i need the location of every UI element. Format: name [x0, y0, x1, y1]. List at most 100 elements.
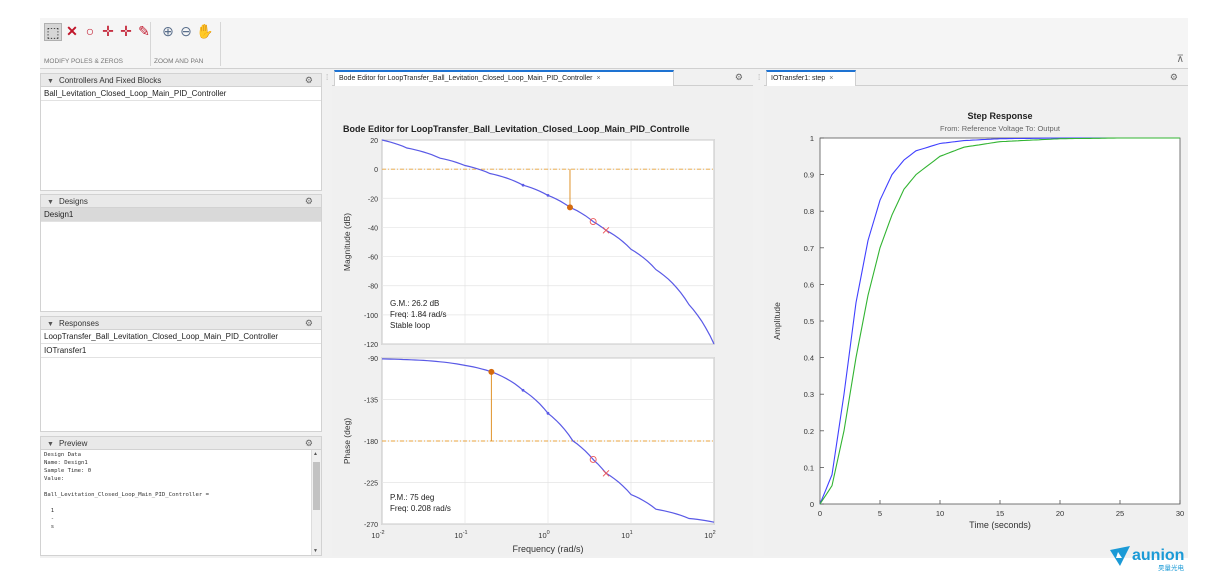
phase-ytick-label: -90: [368, 356, 378, 363]
step-xtick-label: 30: [1176, 509, 1184, 518]
magnitude-ytick-label: -20: [368, 196, 378, 203]
chevron-down-icon: ▼: [47, 441, 54, 448]
phase-ytick-label: -135: [364, 398, 378, 405]
chevron-down-icon: ▼: [47, 78, 54, 85]
gear-icon[interactable]: ⚙: [304, 318, 313, 328]
drag-grip-icon[interactable]: ⁞: [758, 73, 761, 82]
magnitude-ytick-label: -120: [364, 342, 378, 349]
tab-label: Bode Editor for LoopTransfer_Ball_Levita…: [339, 75, 593, 82]
step-xlabel: Time (seconds): [969, 520, 1031, 530]
magnitude-design-point: [546, 193, 550, 197]
close-icon[interactable]: ×: [829, 75, 834, 82]
responses-title: Responses: [58, 319, 99, 328]
preview-text: Design Data Name: Design1 Sample Time: 0…: [44, 452, 210, 530]
designs-list: Design1: [40, 208, 322, 312]
chevron-down-icon: ▼: [47, 199, 54, 206]
magnitude-margin-marker: [566, 204, 573, 211]
phase-ytick-label: -180: [364, 439, 378, 446]
magnitude-margin-note: G.M.: 26.2 dB: [390, 299, 439, 308]
phase-pole-marker: [602, 469, 610, 477]
gear-icon[interactable]: ⚙: [304, 196, 313, 206]
designs-header[interactable]: ▼ Designs ⚙: [40, 194, 322, 208]
scroll-thumb[interactable]: [313, 462, 320, 510]
scroll-down-icon[interactable]: ▼: [313, 548, 318, 554]
close-icon[interactable]: ×: [596, 75, 601, 82]
phase-design-point: [546, 411, 550, 415]
eraser-icon[interactable]: ✎: [138, 23, 150, 39]
bode-title: Bode Editor for LoopTransfer_Ball_Levita…: [343, 124, 690, 134]
step-ytick-label: 0.8: [804, 207, 814, 216]
tab-bode-editor[interactable]: Bode Editor for LoopTransfer_Ball_Levita…: [334, 70, 674, 86]
gear-icon[interactable]: ⚙: [304, 438, 313, 448]
control-system-designer-window: ⬚ ✕ ○ ✛ ✛ ✎ MODIFY POLES & ZEROS ⊕ ⊖ ✋ Z…: [40, 18, 1188, 558]
preview-header[interactable]: ▼ Preview ⚙: [40, 436, 322, 450]
responses-header[interactable]: ▼ Responses ⚙: [40, 316, 322, 330]
step-title: Step Response: [967, 111, 1032, 121]
list-item[interactable]: Ball_Levitation_Closed_Loop_Main_PID_Con…: [41, 87, 321, 101]
group-label-modify: MODIFY POLES & ZEROS: [44, 58, 123, 65]
phase-ylabel: Phase (deg): [342, 418, 352, 464]
magnitude-ylabel: Magnitude (dB): [342, 213, 352, 271]
step-subtitle: From: Reference Voltage To: Output: [940, 124, 1061, 133]
step-xtick-label: 15: [996, 509, 1004, 518]
bode-tabbar: Bode Editor for LoopTransfer_Ball_Levita…: [332, 70, 753, 86]
step-tabbar: IOTransfer1: step × ⚙: [764, 70, 1188, 86]
bode-xtick-label: 101: [621, 530, 632, 540]
magnitude-pole-marker: [602, 227, 610, 234]
step-ylabel: Amplitude: [772, 302, 782, 340]
phase-ytick-label: -270: [364, 522, 378, 529]
magnitude-ytick-label: -60: [368, 255, 378, 262]
step-xtick-label: 10: [936, 509, 944, 518]
phase-margin-note: P.M.: 75 deg: [390, 493, 434, 502]
bode-xtick-label: 102: [704, 530, 715, 540]
aunion-logo: aunion 昊量光电: [1108, 544, 1208, 572]
chevron-down-icon: ▼: [47, 321, 54, 328]
group-separator: [220, 22, 221, 66]
bode-xtick-label: 10-1: [454, 530, 467, 540]
gear-icon[interactable]: ⚙: [304, 75, 313, 85]
step-ytick-label: 1: [810, 134, 814, 143]
list-item[interactable]: Design1: [41, 208, 321, 222]
step-plot[interactable]: Step Response From: Reference Voltage To:…: [764, 86, 1188, 556]
magnitude-ytick-label: -40: [368, 225, 378, 232]
step-xtick-label: 20: [1056, 509, 1064, 518]
magnitude-ytick-label: 0: [374, 167, 378, 174]
tab-step[interactable]: IOTransfer1: step ×: [766, 70, 856, 86]
step-xtick-label: 5: [878, 509, 882, 518]
step-xtick-label: 25: [1116, 509, 1124, 518]
magnitude-design-point: [521, 183, 525, 187]
add-pole-icon[interactable]: ✛: [102, 23, 114, 39]
toolstrip: ⬚ ✕ ○ ✛ ✛ ✎ MODIFY POLES & ZEROS ⊕ ⊖ ✋ Z…: [40, 18, 1188, 69]
scroll-up-icon[interactable]: ▲: [313, 451, 318, 457]
controllers-list: Ball_Levitation_Closed_Loop_Main_PID_Con…: [40, 87, 322, 191]
list-item[interactable]: LoopTransfer_Ball_Levitation_Closed_Loop…: [41, 330, 321, 344]
step-ytick-label: 0: [810, 500, 814, 509]
zoom-out-icon[interactable]: ⊖: [180, 23, 192, 39]
gear-icon[interactable]: ⚙: [734, 72, 743, 82]
pan-hand-icon[interactable]: ✋: [196, 23, 214, 39]
delete-x-icon[interactable]: ✕: [66, 23, 78, 39]
bode-plot[interactable]: Bode Editor for LoopTransfer_Ball_Levita…: [332, 86, 753, 556]
bode-xlabel: Frequency (rad/s): [512, 544, 583, 554]
magnitude-margin-note: Stable loop: [390, 321, 431, 330]
step-figure: Step Response From: Reference Voltage To:…: [764, 86, 1188, 556]
bode-xtick-label: 100: [538, 530, 549, 540]
phase-ytick-label: -225: [364, 481, 378, 488]
list-item[interactable]: IOTransfer1: [41, 344, 321, 358]
preview-scrollbar[interactable]: ▲ ▼: [311, 450, 321, 555]
phase-margin-note: Freq: 0.208 rad/s: [390, 504, 451, 513]
group-separator: [150, 22, 151, 66]
logo-subtext: 昊量光电: [1158, 563, 1185, 572]
gear-icon[interactable]: ⚙: [1169, 72, 1178, 82]
add-zero-icon[interactable]: ○: [85, 23, 95, 39]
select-arrow-icon[interactable]: ⬚: [44, 23, 62, 41]
collapse-toolstrip-icon[interactable]: ⊼: [1176, 54, 1184, 65]
add-lead-icon[interactable]: ✛: [120, 23, 132, 39]
logo-text: aunion: [1132, 547, 1184, 564]
drag-grip-icon[interactable]: ⁞: [326, 73, 329, 82]
controllers-header[interactable]: ▼ Controllers And Fixed Blocks ⚙: [40, 73, 322, 87]
zoom-in-icon[interactable]: ⊕: [162, 23, 174, 39]
phase-design-point: [521, 388, 525, 392]
magnitude-ytick-label: 20: [370, 138, 378, 145]
designs-title: Designs: [58, 197, 88, 206]
